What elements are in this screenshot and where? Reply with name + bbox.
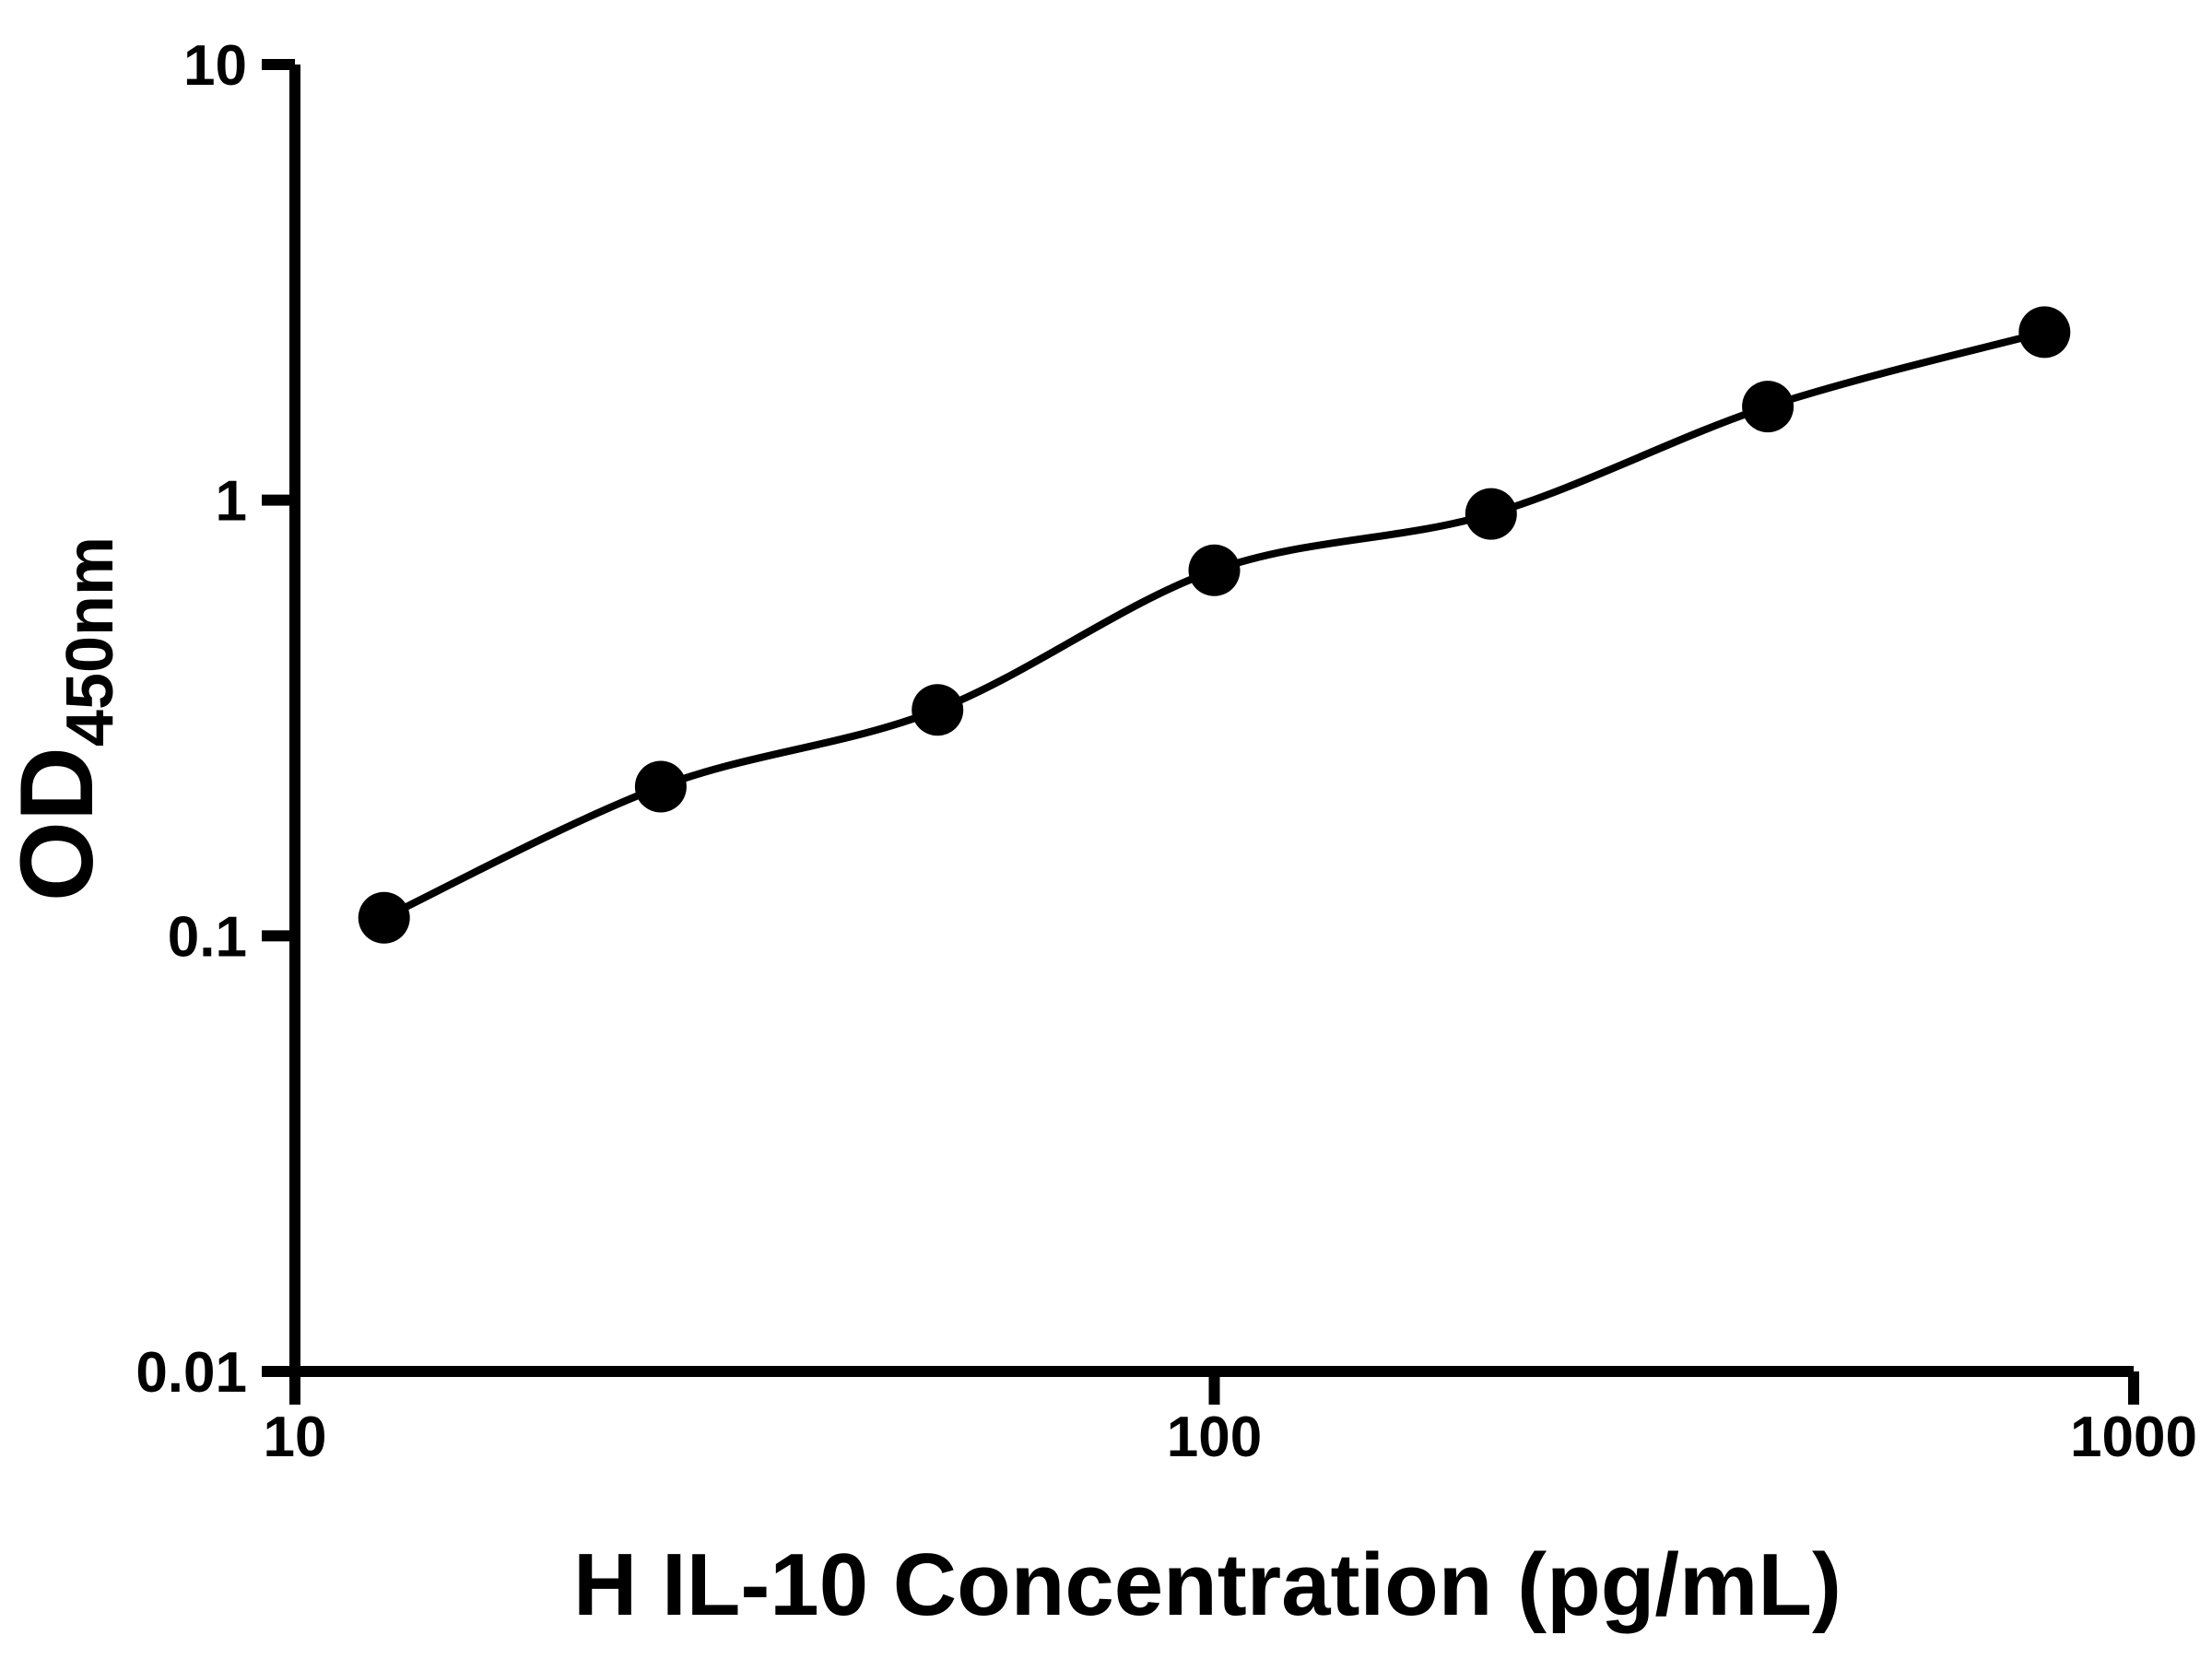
data-point xyxy=(1188,544,1241,596)
x-axis-tick-label: 10 xyxy=(264,1406,327,1469)
y-axis-tick-label: 1 xyxy=(216,470,247,534)
x-axis-tick-label: 100 xyxy=(1167,1406,1262,1469)
y-axis-tick-label: 10 xyxy=(183,34,247,98)
x-axis-title: H IL-10 Concentration (pg/mL) xyxy=(573,1535,1841,1634)
y-axis-title-subscript: 450nm xyxy=(53,536,127,747)
fit-curve xyxy=(382,328,2046,922)
axes xyxy=(289,65,2134,1377)
y-axis-title: OD450nm xyxy=(0,536,127,901)
plot-area: 10 100 1000 0.01 0.1 1 10 xyxy=(135,34,2197,1469)
data-point xyxy=(2018,306,2071,359)
data-point xyxy=(912,684,964,736)
y-axis-title-main: OD xyxy=(0,747,114,901)
data-point xyxy=(634,760,687,813)
data-point xyxy=(1465,488,1517,540)
data-point xyxy=(1742,381,1794,433)
y-axis-tick-label: 0.01 xyxy=(135,1341,247,1405)
x-axis-tick-label: 1000 xyxy=(2070,1406,2197,1469)
y-axis-tick-label: 0.1 xyxy=(168,905,247,969)
data-point xyxy=(358,891,410,944)
